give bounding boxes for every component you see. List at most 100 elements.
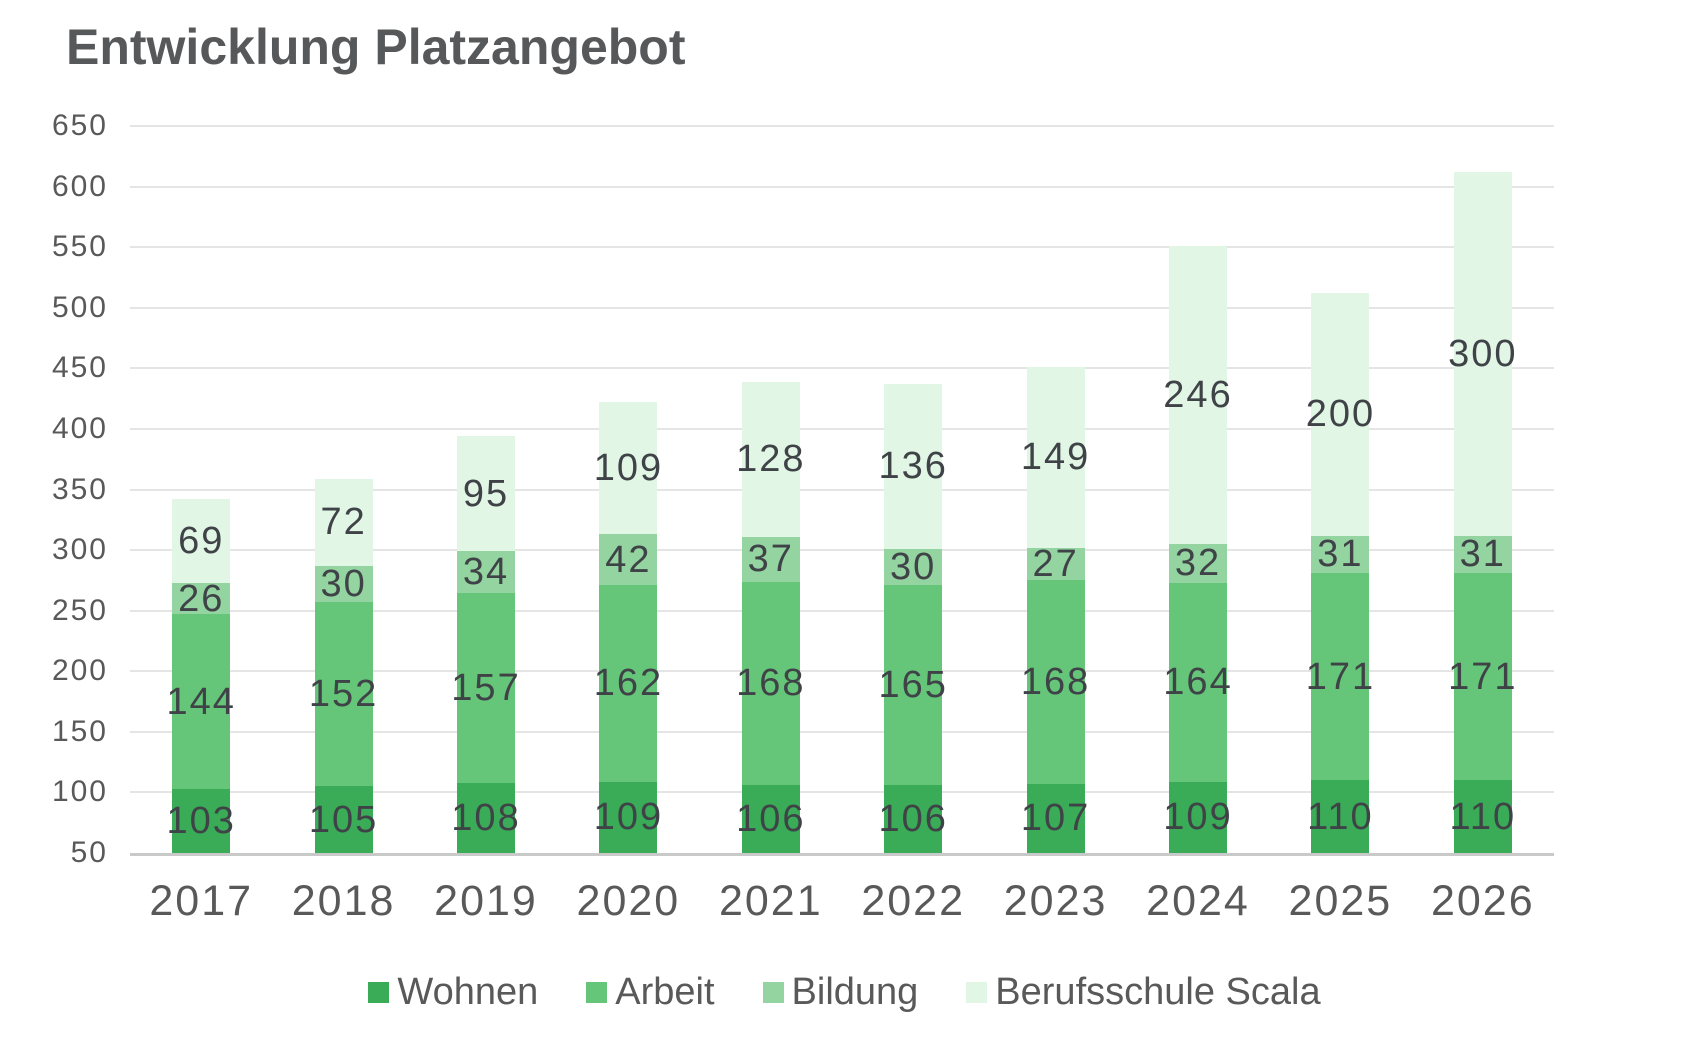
y-tick-200: 200 xyxy=(51,654,108,688)
bar-segment-2017-arbeit xyxy=(172,614,231,789)
bar-segment-2023-wohnen xyxy=(1026,783,1085,853)
legend: Wohnen Arbeit Bildung Berufsschule Scala xyxy=(0,962,1689,1022)
y-tick-400: 400 xyxy=(51,411,108,445)
x-tick-2021: 2021 xyxy=(718,877,823,925)
bar-segment-2022-wohnen xyxy=(884,785,943,853)
legend-item-arbeit: Arbeit xyxy=(586,970,715,1014)
bar-label-2025-berufsschule-scala: 200 xyxy=(1305,393,1376,436)
legend-label-arbeit: Arbeit xyxy=(615,970,715,1013)
bar-segment-2023-berufsschule-scala xyxy=(1026,367,1085,548)
gridline-450 xyxy=(130,367,1554,370)
bar-label-2023-wohnen: 107 xyxy=(1020,797,1091,840)
bar-segment-2025-wohnen xyxy=(1311,780,1370,853)
bar-label-2019-wohnen: 108 xyxy=(451,796,521,839)
bar-segment-2021-arbeit xyxy=(741,581,800,786)
bar-label-2022-berufsschule-scala: 136 xyxy=(878,445,948,488)
bar-label-2019-berufsschule-scala: 95 xyxy=(462,472,510,515)
bar-label-2020-berufsschule-scala: 109 xyxy=(593,447,664,490)
y-tick-50: 50 xyxy=(70,836,108,869)
y-tick-150: 150 xyxy=(51,714,108,748)
bar-label-2025-wohnen: 110 xyxy=(1307,795,1374,838)
bar-segment-2026-arbeit xyxy=(1453,573,1512,781)
bar-segment-2024-arbeit xyxy=(1169,582,1227,782)
x-tick-2022: 2022 xyxy=(861,877,966,925)
legend-label-bildung: Bildung xyxy=(791,970,919,1013)
gridline-300 xyxy=(130,549,1554,552)
chart-title: Entwicklung Platzangebot xyxy=(66,19,686,75)
bar-label-2021-arbeit: 168 xyxy=(736,662,806,705)
bar-label-2024-wohnen: 109 xyxy=(1163,796,1233,839)
y-tick-250: 250 xyxy=(51,593,108,627)
bar-segment-2026-bildung xyxy=(1453,535,1512,574)
bar-label-2023-berufsschule-scala: 149 xyxy=(1020,436,1091,479)
bar-segment-2025-bildung xyxy=(1311,535,1370,574)
bar-segment-2021-bildung xyxy=(741,536,800,582)
bar-label-2020-wohnen: 109 xyxy=(593,796,664,839)
bar-segment-2023-arbeit xyxy=(1026,580,1085,784)
y-tick-500: 500 xyxy=(51,290,108,324)
legend-swatch-bildung xyxy=(762,981,784,1003)
y-tick-300: 300 xyxy=(51,533,108,567)
bar-label-2025-arbeit: 171 xyxy=(1305,655,1376,698)
bar-label-2023-arbeit: 168 xyxy=(1020,661,1091,704)
y-tick-450: 450 xyxy=(51,351,108,385)
bar-segment-2022-berufsschule-scala xyxy=(884,384,943,549)
legend-swatch-berufsschule-scala xyxy=(966,981,988,1003)
y-tick-600: 600 xyxy=(51,169,108,203)
x-tick-2023: 2023 xyxy=(1003,877,1108,925)
bar-label-2022-arbeit: 165 xyxy=(878,664,948,707)
bar-segment-2020-wohnen xyxy=(599,781,658,853)
bar-label-2024-arbeit: 164 xyxy=(1163,661,1233,704)
bar-segment-2026-wohnen xyxy=(1453,780,1512,853)
bar-label-2024-bildung: 32 xyxy=(1174,542,1222,585)
x-tick-2025: 2025 xyxy=(1288,877,1393,925)
x-tick-2017: 2017 xyxy=(149,877,254,925)
gridline-350 xyxy=(130,488,1554,491)
bar-segment-2024-bildung xyxy=(1169,544,1227,583)
bar-label-2017-bildung: 26 xyxy=(178,577,225,620)
bar-segment-2022-bildung xyxy=(884,548,943,586)
bar-label-2021-wohnen: 106 xyxy=(736,798,806,841)
gridline-650 xyxy=(130,125,1554,127)
bar-segment-2019-bildung xyxy=(457,551,515,593)
y-tick-550: 550 xyxy=(51,230,108,264)
legend-item-wohnen: Wohnen xyxy=(368,971,538,1014)
gridline-400 xyxy=(130,427,1554,430)
plot-area: 103 144 26 69 105 152 30 72 108 157 34 95 109 162 42 10… xyxy=(130,125,1554,856)
gridline-250 xyxy=(130,609,1554,612)
bar-segment-2019-arbeit xyxy=(457,592,515,783)
bar-segment-2018-bildung xyxy=(314,565,373,603)
bar-segment-2025-berufsschule-scala xyxy=(1311,293,1370,536)
bar-label-2017-arbeit: 144 xyxy=(166,680,236,723)
legend-item-bildung: Bildung xyxy=(762,970,919,1014)
bar-segment-2024-wohnen xyxy=(1169,781,1227,853)
bar-label-2026-bildung: 31 xyxy=(1459,533,1506,576)
bar-segment-2017-wohnen xyxy=(172,788,231,853)
bar-label-2018-arbeit: 152 xyxy=(308,673,379,716)
bar-label-2017-berufsschule-scala: 69 xyxy=(178,519,225,562)
bar-segment-2020-berufsschule-scala xyxy=(599,402,658,535)
y-tick-100: 100 xyxy=(51,775,108,809)
gridline-600 xyxy=(130,185,1554,188)
bar-label-2026-arbeit: 171 xyxy=(1448,655,1518,698)
bar-segment-2023-bildung xyxy=(1026,547,1085,581)
x-tick-2020: 2020 xyxy=(576,877,681,925)
bar-label-2021-berufsschule-scala: 128 xyxy=(736,438,806,481)
bar-label-2022-bildung: 30 xyxy=(890,546,937,589)
bar-label-2018-bildung: 30 xyxy=(320,563,367,605)
bar-label-2019-arbeit: 157 xyxy=(451,666,521,709)
gridline-500 xyxy=(130,306,1554,309)
legend-label-berufsschule-scala: Berufsschule Scala xyxy=(995,970,1321,1013)
bar-label-2020-bildung: 42 xyxy=(605,538,652,581)
bar-segment-2020-arbeit xyxy=(599,585,658,782)
bar-label-2026-wohnen: 110 xyxy=(1449,795,1517,838)
bar-label-2019-bildung: 34 xyxy=(462,550,510,593)
bar-label-2022-wohnen: 106 xyxy=(878,798,948,841)
y-tick-650: 650 xyxy=(51,109,108,142)
y-tick-350: 350 xyxy=(51,472,108,506)
bar-segment-2019-berufsschule-scala xyxy=(457,436,515,552)
bar-label-2026-berufsschule-scala: 300 xyxy=(1448,332,1518,375)
gridline-200 xyxy=(130,670,1554,673)
bar-label-2020-arbeit: 162 xyxy=(593,662,664,705)
gridline-150 xyxy=(130,730,1554,733)
